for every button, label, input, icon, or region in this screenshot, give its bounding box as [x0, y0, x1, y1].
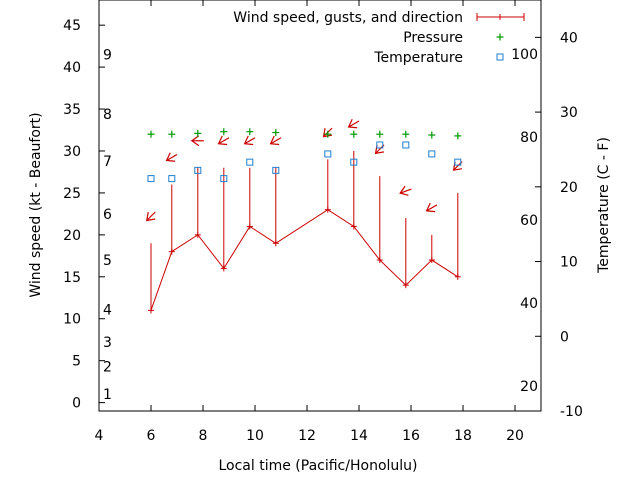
temperature-point — [194, 166, 202, 174]
y-tick-label: 40 — [63, 60, 81, 76]
beaufort-label: 7 — [103, 154, 112, 170]
y-tick-label: 5 — [72, 354, 81, 370]
fahrenheit-label: 60 — [520, 213, 538, 229]
axes: 4 6 8 10 12 14 16 18 200510152025303540451234567… — [63, 0, 583, 444]
wind-direction-arrowhead — [217, 135, 228, 146]
y-tick-label: 20 — [63, 228, 81, 244]
legend-pressure-label: Pressure — [403, 30, 463, 46]
beaufort-label: 8 — [103, 107, 112, 123]
y2-tick-label: 30 — [560, 105, 578, 121]
x-tick-label: 20 — [506, 428, 524, 444]
wind-direction-arrow — [146, 211, 156, 221]
y-axis-label: Wind speed (kt - Beaufort) — [28, 112, 44, 297]
wind-direction-arrowhead — [190, 135, 200, 147]
wind-direction-arrowhead — [269, 135, 280, 146]
temperature-point — [220, 175, 228, 183]
wind-direction-arrowhead — [243, 135, 254, 146]
wind-direction-arrow — [218, 137, 230, 145]
beaufort-label: 9 — [103, 48, 112, 64]
y-tick-label: 35 — [63, 102, 81, 118]
temperature-point — [350, 158, 358, 166]
y-tick-label: 25 — [63, 186, 81, 202]
temperature-point — [324, 150, 332, 158]
x-axis-label: Local time (Pacific/Honolulu) — [218, 458, 417, 474]
y2-tick-label: 0 — [560, 329, 569, 345]
y-tick-label: 45 — [63, 18, 81, 34]
fahrenheit-label: 20 — [520, 379, 538, 395]
temperature-point — [428, 150, 436, 158]
beaufort-label: 3 — [103, 335, 112, 351]
wind-direction-arrowhead — [425, 202, 436, 213]
y2-tick-label: 40 — [560, 30, 578, 46]
legend-wind-label: Wind speed, gusts, and direction — [233, 10, 463, 26]
x-tick-label: 6 — [147, 428, 156, 444]
legend: Wind speed, gusts, and direction Pressure… — [233, 10, 525, 66]
temperature-point — [272, 166, 280, 174]
x-tick-label: 16 — [402, 428, 420, 444]
temperature-point — [246, 158, 254, 166]
beaufort-label: 6 — [103, 207, 112, 223]
y-tick-label: 15 — [63, 270, 81, 286]
wind-direction-arrowhead — [322, 128, 333, 138]
temperature-point — [454, 158, 462, 166]
x-tick-label: 18 — [454, 428, 472, 444]
wind-direction-arrow — [166, 154, 178, 162]
x-tick-label: 10 — [246, 428, 264, 444]
y2-tick-label: -10 — [560, 404, 583, 420]
beaufort-label: 2 — [103, 360, 112, 376]
y2-tick-label: 10 — [560, 255, 578, 271]
beaufort-label: 1 — [103, 387, 112, 403]
fahrenheit-label: 80 — [520, 130, 538, 146]
temperature-point — [376, 141, 384, 149]
legend-temperature-swatch — [496, 53, 504, 61]
wind-direction-arrow — [348, 120, 360, 128]
y-tick-label: 30 — [63, 144, 81, 160]
y-tick-label: 10 — [63, 312, 81, 328]
beaufort-label: 4 — [103, 303, 112, 319]
wind-direction-arrowhead — [165, 152, 176, 162]
series — [146, 118, 463, 314]
y-tick-label: 0 — [72, 396, 81, 412]
wind-direction-arrowhead — [347, 118, 358, 129]
fahrenheit-label: 100 — [511, 47, 538, 63]
temperature-point — [147, 175, 155, 183]
plot-frame — [98, 0, 542, 412]
x-tick-label: 4 — [95, 428, 104, 444]
x-tick-label: 8 — [199, 428, 208, 444]
wind-direction-arrowhead — [399, 185, 409, 196]
x-tick-label: 12 — [298, 428, 316, 444]
temperature-point — [402, 141, 410, 149]
y2-tick-label: 20 — [560, 180, 578, 196]
temperature-point — [168, 175, 176, 183]
beaufort-label: 5 — [103, 253, 112, 269]
wind-direction-arrow — [270, 137, 282, 145]
wind-direction-arrow — [426, 204, 438, 212]
fahrenheit-label: 40 — [520, 296, 538, 312]
x-tick-label: 14 — [350, 428, 368, 444]
wind-direction-arrowhead — [146, 211, 156, 222]
wind-direction-arrow — [399, 188, 412, 194]
legend-temperature-label: Temperature — [373, 50, 463, 66]
wind-direction-arrow — [244, 137, 256, 145]
wind-speed-line — [150, 209, 459, 311]
y2-axis-label: Temperature (C - F) — [596, 137, 612, 274]
